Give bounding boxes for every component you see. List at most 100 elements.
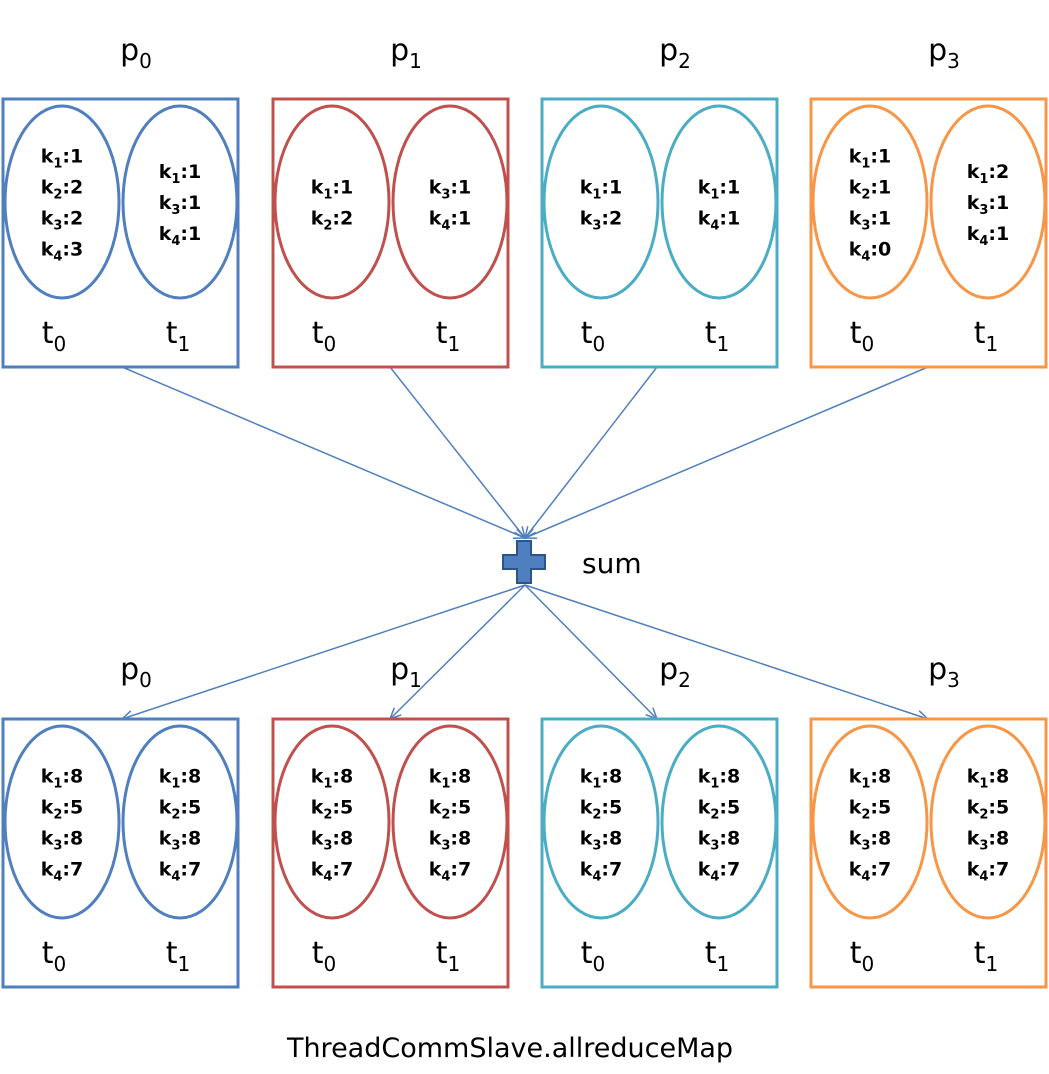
map-entry: k4:7 xyxy=(41,859,84,885)
map-entry-value: :7 xyxy=(62,859,83,881)
map-entry-key: k xyxy=(159,859,172,881)
map-entry-value: :8 xyxy=(601,828,622,850)
thread-label-subscript: 1 xyxy=(717,332,730,356)
map-entry: k1:1 xyxy=(41,146,84,172)
map-entry-value: :1 xyxy=(988,223,1009,245)
map-entry-value: :7 xyxy=(450,859,471,881)
map-entry: k3:8 xyxy=(849,828,892,854)
map-entry-key-subscript: 3 xyxy=(53,219,62,234)
map-entry-key: k xyxy=(159,192,172,214)
map-entry-value: :2 xyxy=(332,208,353,230)
map-entry-key-subscript: 2 xyxy=(323,808,332,823)
thread-t1: k3:1k4:1t1 xyxy=(391,104,509,356)
map-entry-key-subscript: 2 xyxy=(979,808,988,823)
thread-label-symbol: t xyxy=(436,936,448,971)
map-entry-key: k xyxy=(967,223,980,245)
thread-label: t1 xyxy=(436,936,461,976)
map-entry-key: k xyxy=(698,828,711,850)
map-entry-key-subscript: 1 xyxy=(171,172,180,187)
map-entry-key-subscript: 2 xyxy=(710,808,719,823)
thread-label: t0 xyxy=(312,316,337,356)
thread-label-subscript: 1 xyxy=(717,952,730,976)
map-entry: k2:5 xyxy=(849,797,892,823)
thread-label: t1 xyxy=(705,316,730,356)
map-entry-key: k xyxy=(698,177,711,199)
map-entry-key: k xyxy=(159,223,172,245)
thread-ellipse xyxy=(542,724,660,920)
map-entry-value: :0 xyxy=(870,239,891,261)
map-entry: k3:2 xyxy=(580,208,623,234)
map-entry: k1:8 xyxy=(698,766,741,792)
map-entry-value: :7 xyxy=(988,859,1009,881)
thread-ellipse xyxy=(660,724,778,920)
map-entry-key-subscript: 1 xyxy=(861,157,870,172)
map-entry-value: :2 xyxy=(601,208,622,230)
thread-label-subscript: 0 xyxy=(54,332,67,356)
map-entry: k4:7 xyxy=(159,859,202,885)
process-box xyxy=(540,717,779,989)
map-entry: k4:7 xyxy=(311,859,354,885)
thread-label-symbol: t xyxy=(312,316,324,351)
map-entry: k1:1 xyxy=(159,161,202,187)
map-entry-key: k xyxy=(159,797,172,819)
map-entry-key-subscript: 4 xyxy=(710,219,719,234)
map-entry: k1:1 xyxy=(698,177,741,203)
map-entry: k2:5 xyxy=(311,797,354,823)
process-label-symbol: p xyxy=(390,652,409,687)
thread-label: t1 xyxy=(974,316,999,356)
thread-t1: k1:8k2:5k3:8k4:7t1 xyxy=(929,724,1047,976)
map-entry: k4:1 xyxy=(429,208,472,234)
map-entry-key-subscript: 1 xyxy=(323,777,332,792)
thread-label-subscript: 0 xyxy=(593,952,606,976)
map-entry-key-subscript: 4 xyxy=(53,870,62,885)
process-label-symbol: p xyxy=(928,652,947,687)
map-entry-value: :1 xyxy=(870,146,891,168)
map-entry-key: k xyxy=(41,828,54,850)
map-entry-value: :5 xyxy=(62,797,83,819)
map-entry-key: k xyxy=(429,828,442,850)
process-label-subscript: 3 xyxy=(947,668,960,692)
map-entry-key-subscript: 2 xyxy=(592,808,601,823)
thread-label-symbol: t xyxy=(166,936,178,971)
map-entry-key: k xyxy=(41,146,54,168)
map-entry-key: k xyxy=(967,797,980,819)
map-entry: k2:1 xyxy=(849,177,892,203)
map-entry-key: k xyxy=(429,766,442,788)
thread-label-subscript: 1 xyxy=(448,952,461,976)
thread-label-symbol: t xyxy=(581,936,593,971)
map-entry-key: k xyxy=(580,208,593,230)
map-entry-value: :1 xyxy=(719,208,740,230)
map-entry-key: k xyxy=(698,859,711,881)
map-entry: k2:5 xyxy=(159,797,202,823)
map-entry-value: :5 xyxy=(988,797,1009,819)
process-box xyxy=(271,97,510,369)
map-entry-key-subscript: 1 xyxy=(710,777,719,792)
map-entry-key-subscript: 4 xyxy=(441,219,450,234)
map-entry: k2:5 xyxy=(580,797,623,823)
thread-t1: k1:8k2:5k3:8k4:7t1 xyxy=(660,724,778,976)
map-entry-value: :7 xyxy=(332,859,353,881)
arrow-to-sum xyxy=(121,366,527,540)
thread-label-subscript: 0 xyxy=(862,332,875,356)
map-entry: k1:8 xyxy=(580,766,623,792)
thread-label-symbol: t xyxy=(974,936,986,971)
thread-ellipse xyxy=(3,724,121,920)
sum-node: sum xyxy=(502,540,642,584)
map-entry-key: k xyxy=(849,146,862,168)
map-entry-key-subscript: 4 xyxy=(171,870,180,885)
thread-label: t0 xyxy=(850,316,875,356)
bottom-row: p0k1:8k2:5k3:8k4:7t0k1:8k2:5k3:8k4:7t1p1… xyxy=(1,652,1048,989)
map-entry-key: k xyxy=(849,797,862,819)
map-entry: k3:8 xyxy=(698,828,741,854)
map-entry: k4:0 xyxy=(849,239,892,265)
map-entry-key: k xyxy=(849,239,862,261)
thread-label: t1 xyxy=(436,316,461,356)
map-entry-value: :1 xyxy=(450,208,471,230)
map-entry-value: :3 xyxy=(62,239,83,261)
map-entry: k3:1 xyxy=(849,208,892,234)
map-entry-key-subscript: 2 xyxy=(53,808,62,823)
map-entry: k3:8 xyxy=(311,828,354,854)
thread-ellipse xyxy=(811,104,929,300)
thread-label-subscript: 0 xyxy=(593,332,606,356)
map-entry-key-subscript: 3 xyxy=(710,839,719,854)
